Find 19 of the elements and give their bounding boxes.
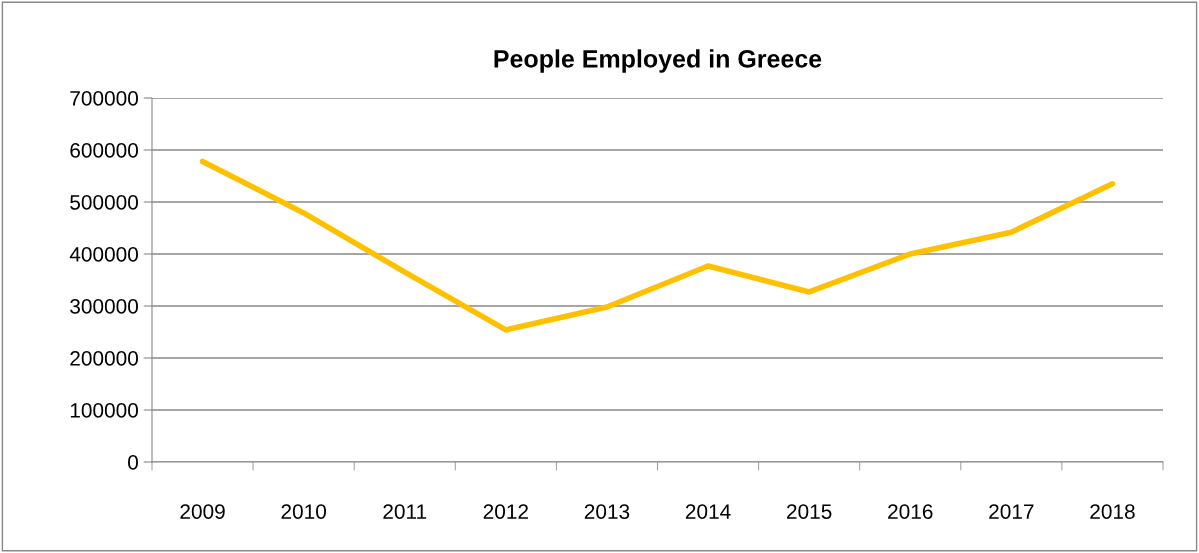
y-tick-label: 500000 xyxy=(70,195,138,210)
y-tick-label: 600000 xyxy=(70,143,138,158)
x-tick-label: 2013 xyxy=(584,504,630,519)
y-tick-label: 300000 xyxy=(70,299,138,314)
x-tick-label: 2010 xyxy=(281,504,327,519)
chart-title: People Employed in Greece xyxy=(494,49,822,73)
x-tick-label: 2018 xyxy=(1090,504,1135,519)
x-tick-label: 2017 xyxy=(989,504,1034,519)
x-tick-label: 2014 xyxy=(685,504,731,519)
x-tick-label: 2016 xyxy=(888,504,933,519)
y-tick-label: 0 xyxy=(128,455,138,470)
y-tick-label: 200000 xyxy=(70,351,138,366)
x-tick-label: 2012 xyxy=(483,504,528,519)
x-tick-label: 2009 xyxy=(180,504,225,519)
x-tick-label: 2011 xyxy=(383,504,427,519)
y-tick-label: 400000 xyxy=(69,247,138,262)
y-tick-label: 700000 xyxy=(70,91,138,106)
y-tick-label: 100000 xyxy=(70,403,138,418)
x-tick-label: 2015 xyxy=(787,504,832,519)
